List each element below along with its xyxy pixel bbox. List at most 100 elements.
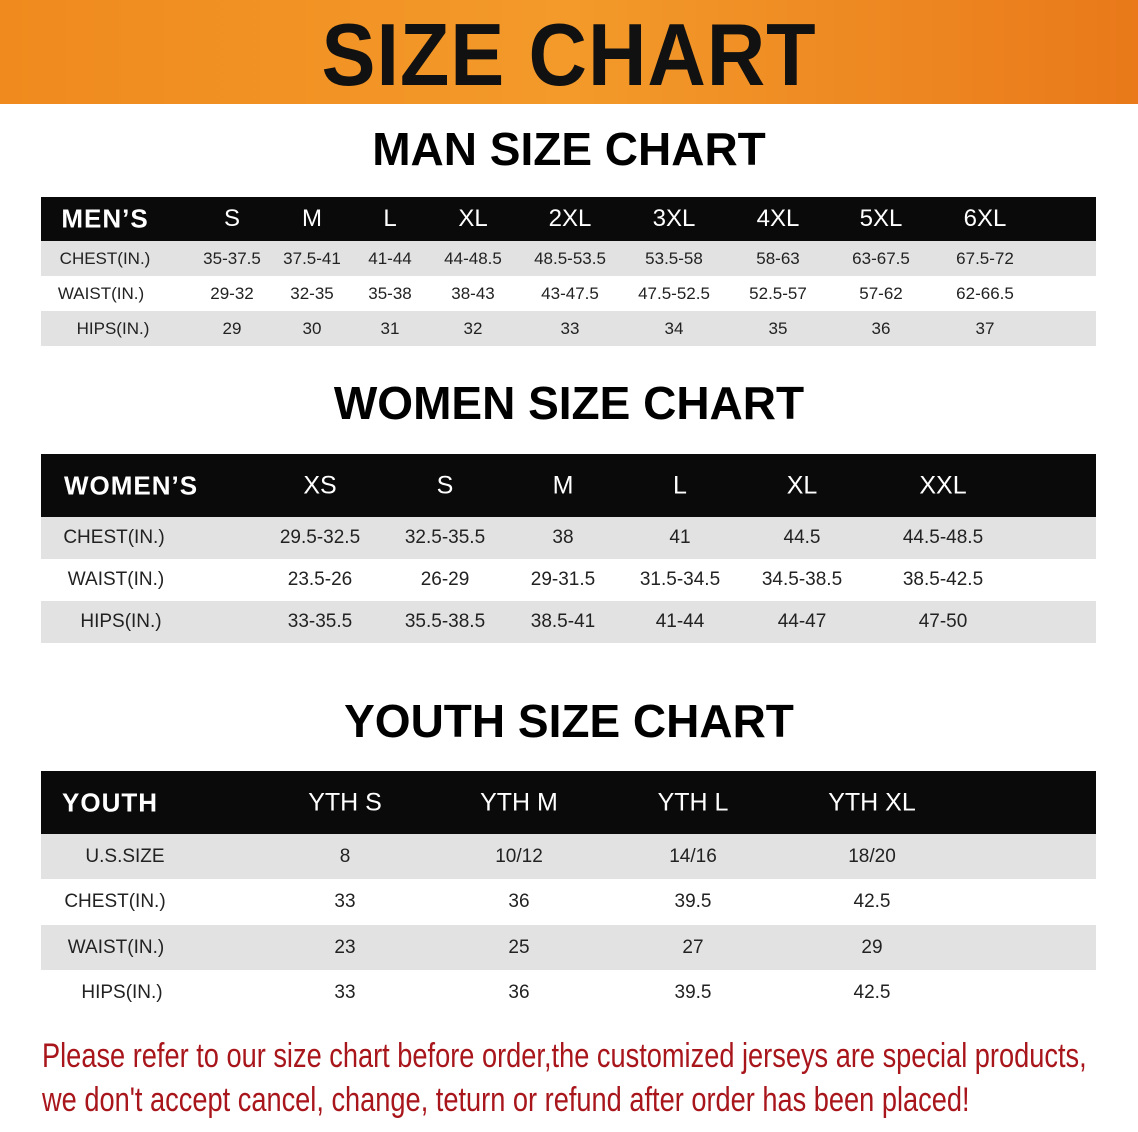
women-cell: 29.5-32.5 [279, 527, 361, 548]
women-cell: 41 [669, 527, 691, 548]
women-cell: 26-29 [420, 569, 470, 590]
men-size-table: MEN’S S M L XL 2XL 3XL 4XL 5XL 6XL CHEST(IN.) 35-37… [41, 197, 1096, 346]
women-header-row: WOMEN’S XS S M L XL XXL [41, 454, 1096, 517]
men-cell: 41-44 [368, 248, 412, 268]
youth-cell: 10/12 [495, 845, 543, 867]
banner: SIZE CHART [0, 0, 1138, 104]
youth-size-header-yth-s: YTH S [308, 788, 382, 816]
youth-row-label: HIPS(IN.) [81, 981, 163, 1003]
women-cell: 38 [552, 527, 574, 548]
youth-size-table: YOUTH YTH S YTH M YTH L YTH XL U.S.SIZE 8 10/12… [41, 771, 1096, 1015]
youth-cell: 39.5 [674, 891, 712, 912]
men-cell: 48.5-53.5 [534, 248, 606, 268]
women-cell: 31.5-34.5 [639, 569, 721, 590]
women-cell: 44.5 [783, 527, 821, 548]
men-size-header-l: L [383, 205, 397, 232]
notice-line-1: Please refer to our size chart before or… [42, 1037, 1087, 1075]
men-size-header-6xl: 6XL [963, 205, 1007, 232]
youth-cell: 8 [339, 845, 351, 867]
men-cell: 43-47.5 [541, 283, 599, 303]
men-cell: 37.5-41 [283, 248, 341, 268]
women-cell: 41-44 [655, 611, 705, 632]
men-size-header-s: S [223, 205, 241, 232]
youth-row-waist-in: WAIST(IN.) 23 25 27 29 [41, 925, 1096, 970]
men-row-hips-in: HIPS(IN.) 29 30 31 32 33 34 35 36 37 [41, 311, 1096, 346]
men-cell: 53.5-58 [645, 248, 703, 268]
youth-row-u-s-size: U.S.SIZE 8 10/12 14/16 18/20 [41, 834, 1096, 879]
men-cell: 58-63 [756, 248, 800, 268]
men-row-chest-in: CHEST(IN.) 35-37.5 37.5-41 41-44 44-48.5 48.5… [41, 241, 1096, 276]
men-cell: 30 [302, 318, 322, 338]
youth-row-chest-in: CHEST(IN.) 33 36 39.5 42.5 [41, 879, 1096, 925]
men-cell: 29 [222, 318, 242, 338]
men-row-label: CHEST(IN.) [59, 248, 151, 268]
women-cell: 38.5-41 [530, 611, 596, 632]
youth-cell: 42.5 [853, 981, 891, 1003]
youth-cell: 27 [682, 936, 704, 958]
men-size-header-3xl: 3XL [652, 205, 696, 232]
youth-size-header-yth-xl: YTH XL [828, 788, 916, 816]
youth-cell: 42.5 [853, 891, 891, 912]
men-row-waist-in: WAIST(IN.) 29-32 32-35 35-38 38-43 43-47.5 47.… [41, 276, 1096, 311]
men-section-title: MAN SIZE CHART [372, 123, 766, 175]
men-cell: 37 [975, 318, 995, 338]
youth-row-label: WAIST(IN.) [67, 936, 165, 958]
men-row-label: HIPS(IN.) [76, 318, 150, 338]
youth-cell: 39.5 [674, 981, 712, 1003]
men-cell: 44-48.5 [444, 248, 502, 268]
youth-cell: 29 [861, 936, 883, 958]
banner-title: SIZE CHART [321, 5, 817, 104]
men-cell: 38-43 [451, 283, 495, 303]
men-cell: 34 [664, 318, 684, 338]
youth-cell: 36 [508, 981, 530, 1003]
youth-size-header-yth-m: YTH M [480, 788, 558, 816]
women-cell: 32.5-35.5 [404, 527, 486, 548]
youth-row-label: U.S.SIZE [85, 845, 165, 867]
men-size-header-m: M [302, 205, 322, 232]
women-size-header-xl: XL [786, 471, 818, 499]
men-cell: 35-38 [368, 283, 412, 303]
men-size-header-2xl: 2XL [548, 205, 592, 232]
women-row-label: WAIST(IN.) [67, 569, 165, 590]
men-cell: 35-37.5 [203, 248, 261, 268]
youth-cell: 23 [334, 936, 356, 958]
women-row-label: HIPS(IN.) [80, 611, 162, 632]
women-section-title: WOMEN SIZE CHART [333, 377, 805, 429]
men-cell: 62-66.5 [956, 283, 1014, 303]
women-cell: 33-35.5 [287, 611, 353, 632]
youth-cell: 14/16 [669, 845, 717, 867]
men-cell: 33 [560, 318, 580, 338]
men-cell: 67.5-72 [956, 248, 1014, 268]
men-cell: 52.5-57 [749, 283, 807, 303]
men-cell: 32-35 [290, 283, 334, 303]
men-cell: 31 [380, 318, 400, 338]
youth-cell: 18/20 [848, 845, 896, 867]
women-size-table: WOMEN’S XS S M L XL XXL CHEST(IN.) 29.5-32.5 32.5… [41, 454, 1096, 643]
women-row-label: CHEST(IN.) [63, 527, 165, 548]
men-cell: 36 [871, 318, 891, 338]
men-header-row: MEN’S S M L XL 2XL 3XL 4XL 5XL 6XL [41, 197, 1096, 241]
women-row-chest-in: CHEST(IN.) 29.5-32.5 32.5-35.5 38 41 44.5 44.5… [41, 517, 1096, 559]
women-size-header-l: L [673, 471, 687, 499]
youth-header-row: YOUTH YTH S YTH M YTH L YTH XL [41, 771, 1096, 834]
youth-row-label: CHEST(IN.) [64, 891, 166, 912]
women-row-waist-in: WAIST(IN.) 23.5-26 26-29 29-31.5 31.5-34.5 34… [41, 559, 1096, 601]
women-cell: 44.5-48.5 [902, 527, 984, 548]
men-cell: 63-67.5 [852, 248, 910, 268]
men-header-label: MEN’S [61, 203, 149, 234]
youth-cell: 36 [508, 891, 530, 912]
women-cell: 47-50 [918, 611, 968, 632]
youth-cell: 33 [334, 891, 356, 912]
women-row-hips-in: HIPS(IN.) 33-35.5 35.5-38.5 38.5-41 41-44 44-… [41, 601, 1096, 643]
youth-cell: 33 [334, 981, 356, 1003]
men-size-header-4xl: 4XL [756, 205, 800, 232]
men-cell: 35 [768, 318, 788, 338]
women-size-header-s: S [436, 471, 454, 499]
men-row-label: WAIST(IN.) [57, 283, 145, 303]
women-cell: 34.5-38.5 [761, 569, 843, 590]
women-size-header-xxl: XXL [919, 471, 967, 499]
men-cell: 47.5-52.5 [638, 283, 710, 303]
youth-section-title: YOUTH SIZE CHART [344, 695, 794, 747]
youth-header-label: YOUTH [62, 787, 158, 817]
women-cell: 35.5-38.5 [404, 611, 486, 632]
